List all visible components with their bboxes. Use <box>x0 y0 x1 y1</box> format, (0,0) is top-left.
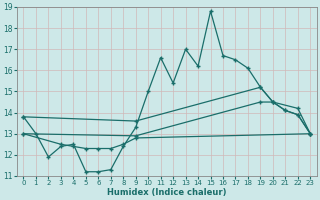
X-axis label: Humidex (Indice chaleur): Humidex (Indice chaleur) <box>107 188 227 197</box>
